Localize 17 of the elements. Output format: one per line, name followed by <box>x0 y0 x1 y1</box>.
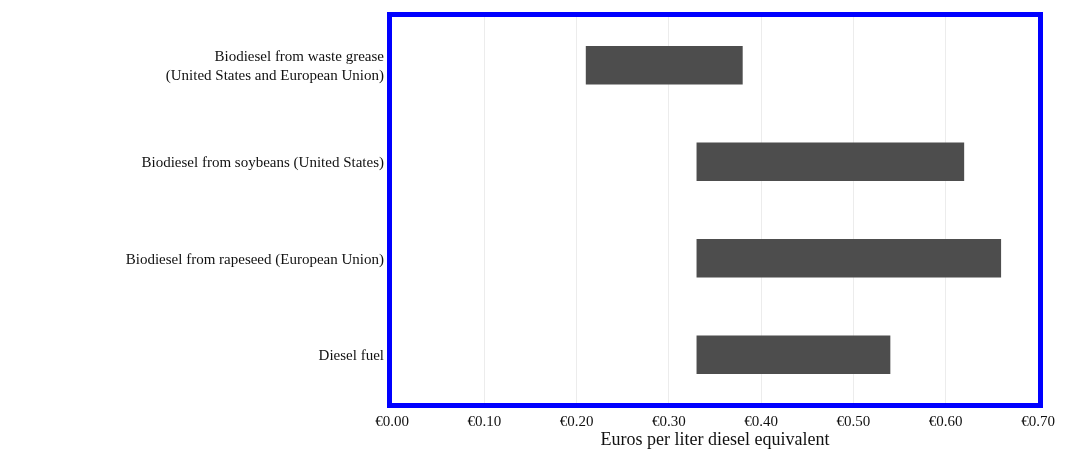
x-tick-label: €0.40 <box>744 413 779 429</box>
bar <box>696 335 891 375</box>
x-tick-label: €0.20 <box>559 413 594 429</box>
x-tick-label: €0.10 <box>467 413 502 429</box>
y-tick-label: Biodiesel from soybeans (United States) <box>141 154 384 171</box>
x-tick-label: €0.30 <box>651 413 686 429</box>
x-tick-label: €0.50 <box>836 413 871 429</box>
x-tick-label: €0.00 <box>375 413 409 429</box>
y-tick-label: Diesel fuel <box>318 347 384 363</box>
bar <box>696 238 1002 278</box>
x-tick-label: €0.60 <box>928 413 963 429</box>
x-axis-title: Euros per liter diesel equivalent <box>600 429 830 449</box>
y-tick-label: Biodiesel from waste grease (United States and European Union) <box>165 47 385 85</box>
y-tick-label: Biodiesel from rapeseed (European Union) <box>125 250 384 268</box>
bar <box>585 45 743 85</box>
bar <box>696 142 965 182</box>
x-tick-label: €0.70 <box>1021 413 1055 429</box>
